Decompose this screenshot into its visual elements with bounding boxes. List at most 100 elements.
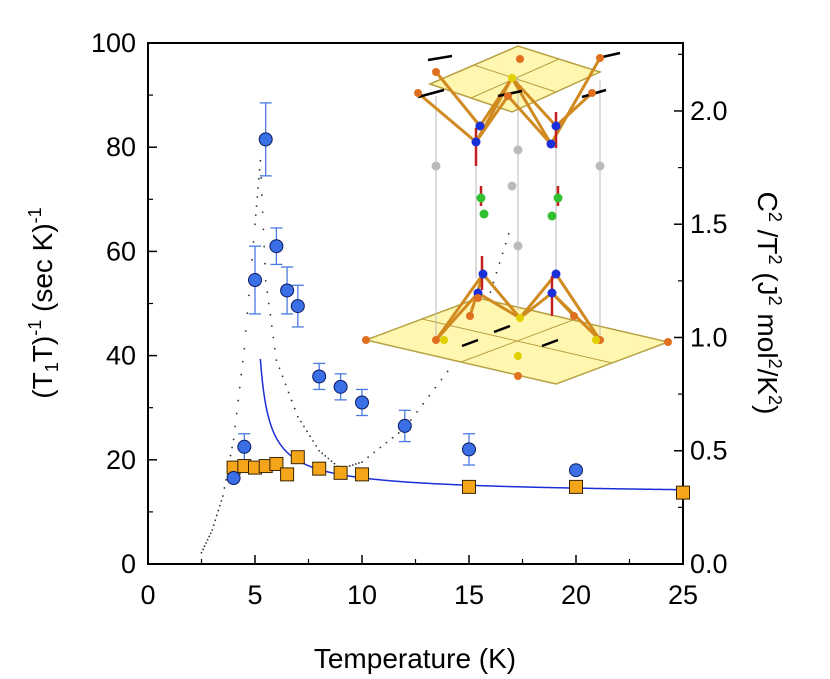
- dotted-curve-point: [255, 205, 258, 207]
- dotted-curve-point: [203, 545, 206, 548]
- dotted-curve-point: [212, 524, 215, 527]
- y2-tick-labels: 0.0 0.5 1.0 1.5 2.0: [690, 96, 728, 579]
- square-point: [569, 479, 583, 494]
- dotted-curve-point: [260, 177, 263, 179]
- dotted-curve-point: [293, 407, 296, 410]
- dotted-curve-point: [281, 375, 284, 378]
- dotted-curve-point: [220, 499, 223, 502]
- square-point: [290, 450, 305, 465]
- y2-tick-label: 0.0: [690, 549, 728, 579]
- dotted-curve-point: [273, 347, 276, 350]
- dotted-curve-point: [296, 415, 299, 418]
- y2-axis-title: C2 /T2 (J2 mol2/K2): [752, 192, 785, 415]
- circle-point: [237, 439, 252, 454]
- dotted-curve-point: [440, 378, 443, 381]
- dotted-curve-point: [269, 313, 272, 316]
- dotted-curve-point: [299, 420, 302, 423]
- dotted-curve-point: [270, 325, 273, 328]
- dotted-curve-point: [259, 159, 262, 162]
- dotted-curve-point: [225, 478, 227, 481]
- dotted-curve-point: [385, 441, 388, 444]
- circle-series: [226, 132, 583, 486]
- x-tick-label: 15: [454, 580, 484, 610]
- dotted-curve-point: [287, 391, 290, 394]
- y-tick-label: 60: [106, 236, 136, 266]
- top-bonds: [417, 57, 602, 146]
- y-tick-label: 100: [91, 28, 136, 58]
- dotted-curve-point: [428, 394, 431, 397]
- circle-point: [280, 283, 295, 298]
- dotted-curve-point: [358, 462, 360, 464]
- error-bars: [238, 102, 475, 466]
- dotted-curve-point: [254, 223, 256, 226]
- dotted-curve-point: [278, 367, 281, 370]
- dotted-curve-point: [379, 446, 382, 449]
- dotted-curve-point: [206, 538, 209, 541]
- square-point: [312, 461, 327, 476]
- dotted-curve-point: [244, 330, 247, 332]
- dotted-curve-point: [251, 258, 253, 261]
- circle-point: [312, 369, 327, 384]
- dotted-curve-point: [275, 359, 278, 362]
- y-tick-label: 40: [106, 341, 136, 371]
- circle-point: [397, 418, 412, 433]
- x-axis-title: Temperature (K): [314, 643, 516, 674]
- y-tick-label: 0: [121, 549, 136, 579]
- circle-point: [569, 463, 583, 478]
- x-tick-label: 5: [247, 580, 262, 610]
- x-tick-labels: 0 5 10 15 20 25: [140, 580, 698, 610]
- dotted-curve-point: [217, 509, 220, 512]
- dotted-curve-point: [263, 245, 266, 248]
- dotted-curve-point: [333, 462, 336, 465]
- dotted-curve-point: [446, 370, 449, 373]
- square-point: [269, 456, 284, 471]
- circle-point: [462, 442, 476, 457]
- dotted-curve-point: [238, 386, 241, 389]
- y-tick-label: 80: [106, 132, 136, 162]
- dotted-curve-point: [391, 436, 394, 439]
- dotted-curve-point: [309, 435, 311, 438]
- dotted-curve-point: [361, 461, 363, 463]
- y-tick-labels: 0 20 40 60 80 100: [91, 28, 136, 579]
- dotted-curve-point: [324, 455, 327, 457]
- dotted-curve-point: [254, 214, 257, 217]
- square-point: [333, 465, 348, 480]
- dotted-curve-point: [231, 446, 233, 449]
- dotted-curve-point: [266, 291, 269, 294]
- dotted-curve-point: [209, 532, 212, 535]
- dotted-curve-point: [252, 241, 255, 243]
- dotted-curve-point: [257, 187, 259, 189]
- dotted-curve-point: [214, 519, 217, 522]
- square-point: [280, 467, 295, 482]
- circle-point: [258, 132, 273, 147]
- x-tick-label: 20: [561, 580, 591, 610]
- dotted-curve-point: [348, 465, 351, 467]
- atoms: [362, 54, 672, 380]
- dotted-curve-point: [373, 451, 376, 454]
- dotted-curve-point: [200, 551, 203, 554]
- axis-ticks: [147, 42, 684, 565]
- dotted-curve-point: [507, 233, 510, 235]
- dotted-curve-point: [312, 440, 314, 442]
- dotted-curve-point: [205, 542, 207, 544]
- circle-point: [333, 379, 348, 394]
- dotted-curve: [200, 159, 510, 554]
- dotted-curve-point: [492, 281, 495, 284]
- y-tick-label: 20: [106, 445, 136, 475]
- dotted-curve-point: [237, 399, 240, 402]
- dotted-curve-point: [264, 279, 267, 282]
- x-tick-label: 10: [347, 580, 377, 610]
- dotted-curve-point: [256, 196, 259, 198]
- dotted-curve-point: [261, 211, 264, 214]
- y2-tick-label: 2.0: [690, 96, 728, 126]
- dotted-curve-point: [262, 228, 265, 231]
- dotted-curve-point: [257, 178, 260, 180]
- dotted-curve-point: [330, 460, 333, 462]
- dotted-curve-point: [327, 457, 330, 460]
- dotted-curve-point: [290, 399, 293, 402]
- y2-tick-label: 1.5: [690, 209, 728, 239]
- x-tick-label: 0: [140, 580, 155, 610]
- dotted-curve-point: [416, 411, 418, 413]
- dotted-curve-point: [234, 425, 237, 428]
- dotted-curve-point: [247, 294, 250, 297]
